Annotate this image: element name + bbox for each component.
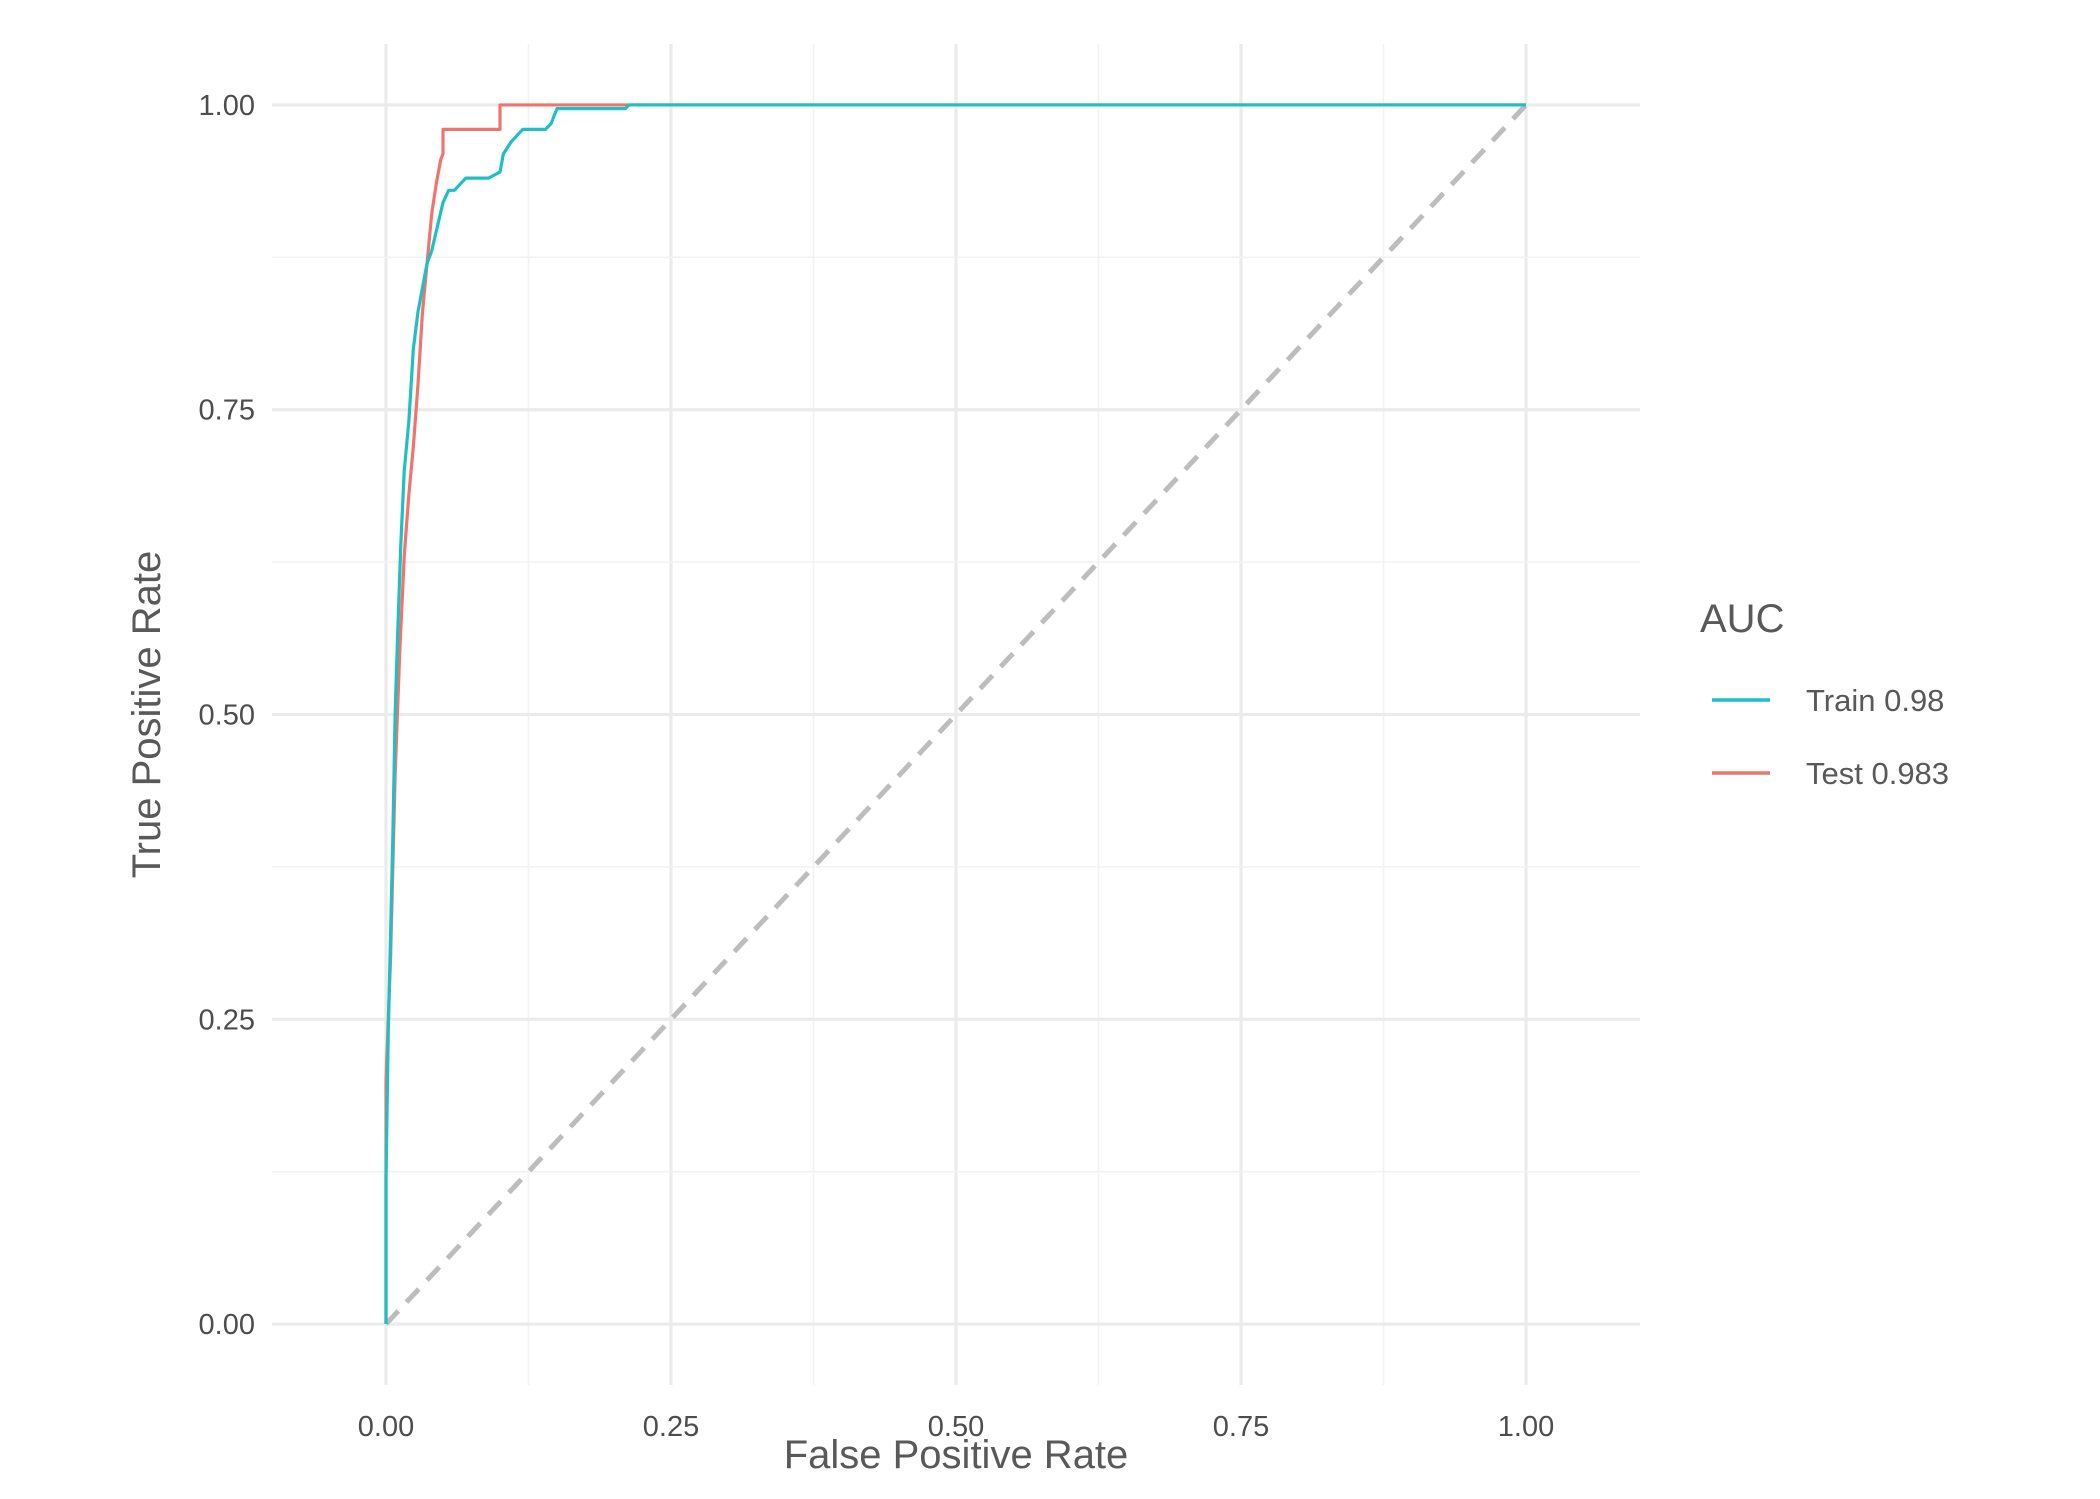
y-tick-label: 0.00	[199, 1309, 255, 1341]
x-tick-label: 0.00	[358, 1411, 414, 1443]
legend-label-train: Train 0.98	[1806, 683, 1944, 718]
reference-line-layer	[384, 103, 1528, 1326]
legend-items: Train 0.98 Test 0.983	[1712, 683, 1949, 791]
y-tick-label: 0.75	[199, 395, 255, 427]
legend-item-test: Test 0.983	[1712, 756, 1949, 791]
x-tick-label: 0.25	[643, 1411, 699, 1443]
x-axis-tick-labels: 0.00 0.25 0.50 0.75 1.00	[358, 1411, 1554, 1443]
x-tick-label: 1.00	[1498, 1411, 1554, 1443]
y-tick-label: 1.00	[199, 90, 255, 122]
x-tick-label: 0.75	[1213, 1411, 1269, 1443]
legend: AUC Train 0.98 Test 0.983	[1700, 597, 1949, 791]
series-layer	[384, 103, 1526, 1325]
x-tick-label: 0.50	[928, 1411, 984, 1443]
reference-diagonal-line	[384, 103, 1528, 1326]
legend-label-test: Test 0.983	[1806, 756, 1949, 791]
y-axis-title: True Positive Rate	[125, 551, 169, 879]
y-tick-label: 0.50	[199, 700, 255, 732]
legend-item-train: Train 0.98	[1712, 683, 1944, 718]
y-axis-tick-labels: 0.00 0.25 0.50 0.75 1.00	[199, 90, 255, 1341]
legend-title: AUC	[1700, 597, 1784, 641]
x-axis-title: False Positive Rate	[784, 1433, 1129, 1477]
y-tick-label: 0.25	[199, 1004, 255, 1036]
series-line-train	[384, 103, 1526, 1325]
